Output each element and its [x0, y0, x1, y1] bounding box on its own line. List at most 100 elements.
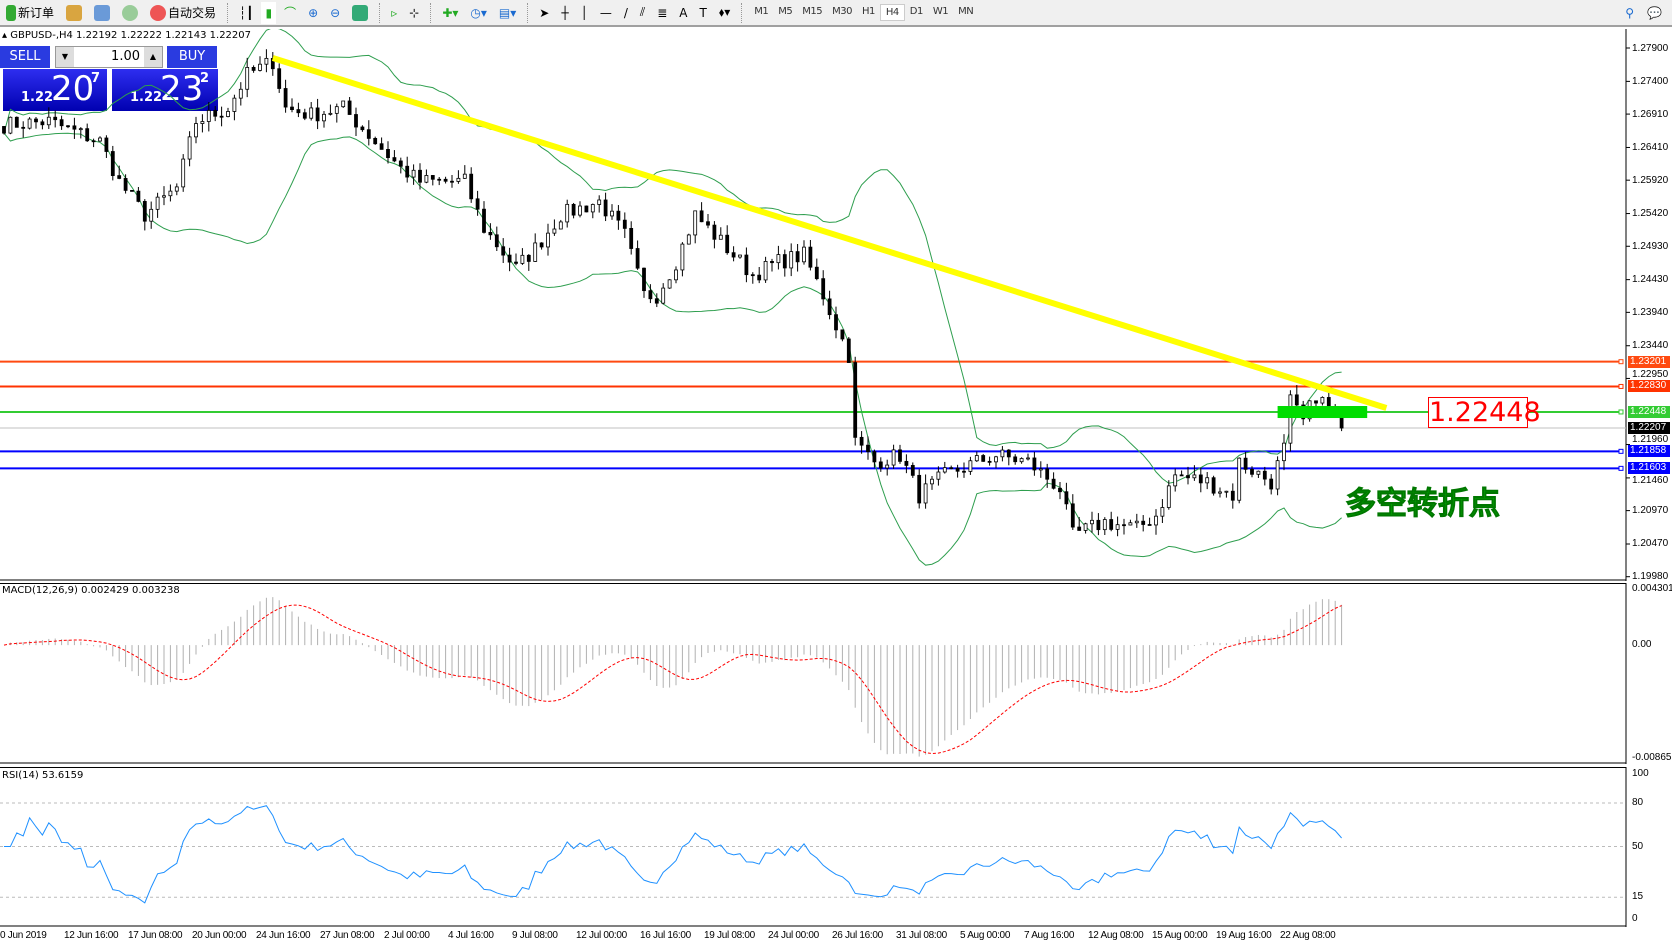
candle-body	[520, 254, 525, 264]
tile-windows-button[interactable]	[348, 2, 372, 24]
timeframe-h4[interactable]: H4	[879, 4, 905, 21]
candle-body	[232, 97, 237, 112]
bar-chart-button[interactable]: ┆┃	[239, 5, 254, 20]
crosshair-button[interactable]: ┼	[561, 5, 569, 20]
price-axis-label: 1.20970	[1632, 505, 1669, 517]
macd-pane[interactable]	[0, 583, 1672, 764]
chart-shift-button[interactable]: ⊹	[409, 5, 420, 20]
chart-symbol-info: ▴ GBPUSD-,H4 1.22192 1.22222 1.22143 1.2…	[2, 30, 252, 41]
periods-button[interactable]: ◷▾	[470, 5, 487, 20]
line-chart-button[interactable]: ⌒	[284, 6, 297, 20]
candle-body	[872, 451, 877, 463]
candle-body	[994, 456, 998, 463]
text-button[interactable]: A	[679, 5, 688, 20]
candle-body	[987, 460, 992, 463]
candle-body	[328, 112, 333, 115]
candle-body	[1000, 449, 1005, 458]
cursor-button[interactable]: ➤	[539, 5, 550, 20]
price-axis-label: 1.27400	[1632, 75, 1669, 87]
candle-body	[1051, 478, 1056, 489]
timeframe-m15[interactable]: M15	[802, 6, 823, 17]
candle-body	[1096, 519, 1101, 531]
timeframe-m30[interactable]: M30	[832, 6, 852, 17]
candle-body	[507, 254, 512, 263]
price-axis-label: 1.22950	[1632, 369, 1669, 381]
rsi-pane[interactable]	[0, 767, 1672, 927]
candle-body	[85, 128, 90, 142]
candle-body	[885, 464, 890, 469]
chat-button[interactable]: 💬	[1647, 5, 1662, 20]
candle-body	[776, 254, 781, 264]
candle-body	[200, 121, 205, 124]
fibonacci-button[interactable]: ≣	[657, 5, 668, 20]
navigator-button[interactable]	[90, 2, 114, 24]
timeframe-d1[interactable]: D1	[909, 6, 924, 17]
candle-body	[910, 465, 915, 476]
search-button[interactable]: ⚲	[1625, 5, 1634, 20]
level-price-tag: 1.22448	[1628, 405, 1670, 418]
candle-body	[866, 444, 870, 453]
tile-windows-icon	[352, 4, 369, 21]
bollinger-lower	[3, 132, 1342, 566]
price-chart[interactable]	[0, 29, 1672, 581]
candle-body	[1134, 520, 1139, 524]
candle-body	[27, 118, 32, 129]
trendline-button[interactable]: /	[623, 5, 628, 20]
zoom-out-button[interactable]: ⊖	[330, 5, 341, 20]
buy-price[interactable]: 1.22 23 2	[112, 69, 218, 111]
candle-body	[315, 107, 320, 122]
sell-button[interactable]: SELL	[0, 46, 50, 68]
market-watch-button[interactable]	[62, 2, 86, 24]
auto-trading-button[interactable]: 自动交易	[146, 2, 220, 24]
timeframe-mn[interactable]: MN	[958, 6, 974, 17]
candle-body	[347, 100, 352, 115]
candle-body	[1166, 485, 1171, 508]
equidistant-channel-button[interactable]: ⫽	[639, 5, 646, 19]
candle-body	[360, 126, 365, 131]
signals-button[interactable]	[118, 2, 142, 24]
current-price-tag: 1.22207	[1628, 422, 1670, 435]
buy-button[interactable]: BUY	[167, 46, 217, 68]
new-order-button[interactable]: 新订单	[2, 2, 58, 24]
candle-body	[142, 201, 147, 222]
timeframe-w1[interactable]: W1	[932, 6, 949, 17]
candle-body	[1294, 394, 1299, 406]
candle-body	[149, 208, 154, 222]
candle-body	[1026, 457, 1030, 460]
lot-increase-button[interactable]: ▲	[144, 47, 162, 67]
level-price-tag: 1.23201	[1628, 355, 1670, 368]
candle-body	[526, 254, 531, 262]
lot-decrease-button[interactable]: ▼	[56, 47, 74, 67]
candle-body	[98, 137, 102, 142]
candle-body	[853, 362, 858, 438]
price-axis-label: 1.19980	[1632, 571, 1669, 583]
candle-body	[1326, 397, 1331, 408]
candle-body	[565, 203, 570, 223]
lot-input[interactable]: 1.00	[111, 49, 140, 64]
timeframe-m1[interactable]: M1	[754, 6, 769, 17]
autoscroll-button[interactable]: ▹	[391, 5, 398, 20]
candlestick-button[interactable]: ▮	[261, 1, 277, 24]
time-axis-label: 24 Jun 16:00	[256, 930, 311, 941]
text-label-button[interactable]: T	[699, 5, 707, 20]
time-axis-label: 12 Jul 00:00	[576, 930, 627, 941]
sell-price[interactable]: 1.22 20 7	[3, 69, 107, 111]
reversal-point-annotation[interactable]: 多空转折点	[1345, 486, 1501, 523]
horizontal-line-button[interactable]: —	[599, 5, 612, 20]
candle-body	[654, 298, 659, 304]
arrows-button[interactable]: ⬧▾	[718, 5, 731, 19]
timeframe-h1[interactable]: H1	[862, 6, 875, 17]
indicators-button[interactable]: ✚▾	[442, 5, 459, 20]
rsi-axis-label: 50	[1632, 840, 1644, 852]
macd-signal-line	[3, 604, 1342, 755]
candle-body	[494, 234, 499, 248]
zoom-in-button[interactable]: ⊕	[308, 5, 319, 20]
candle-body	[1205, 477, 1210, 484]
candle-body	[78, 128, 83, 131]
vertical-line-button[interactable]: │	[580, 5, 588, 20]
price-annotation-label[interactable]: 1.22448	[1428, 397, 1541, 428]
timeframe-m5[interactable]: M5	[778, 6, 793, 17]
candle-body	[904, 460, 909, 466]
macd-axis-label: 0.00	[1632, 639, 1652, 651]
templates-button[interactable]: ▤▾	[498, 5, 517, 20]
